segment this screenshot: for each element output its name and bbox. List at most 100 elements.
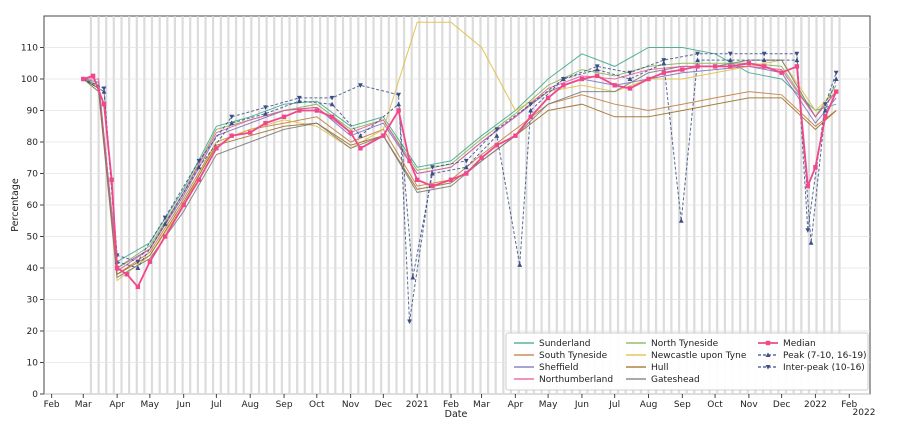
series-line xyxy=(83,59,837,278)
peak-point xyxy=(794,57,800,63)
x-tick-label: Mar xyxy=(473,400,490,410)
inter-peak-point xyxy=(196,158,202,164)
x-tick-label: Feb xyxy=(443,400,459,410)
inter-peak-point xyxy=(396,92,402,98)
median-point xyxy=(728,64,733,69)
median-point xyxy=(746,61,752,66)
median-point xyxy=(813,165,818,170)
peak-point xyxy=(296,98,302,104)
median-point xyxy=(196,177,202,182)
x-tick-label: Feb xyxy=(44,400,60,410)
median-point xyxy=(248,130,253,135)
median-point xyxy=(761,64,767,69)
y-tick-label: 20 xyxy=(27,327,39,337)
y-axis-label: Percentage xyxy=(10,178,21,232)
median-point xyxy=(646,76,651,82)
peak-point xyxy=(695,57,700,63)
x-axis-label: Date xyxy=(445,409,468,420)
legend-label: Median xyxy=(783,339,816,349)
legend-label: Newcastle upon Tyne xyxy=(651,351,747,361)
median-point xyxy=(612,83,617,88)
x-tick-label: Sep xyxy=(276,400,293,410)
legend-label: North Tyneside xyxy=(651,339,719,349)
peak-point xyxy=(135,265,141,270)
median-point xyxy=(396,108,401,113)
inter-peak-point xyxy=(761,51,767,57)
median-point xyxy=(114,265,120,271)
legend-label: Northumberland xyxy=(539,375,613,385)
x-tick-label: Jul xyxy=(210,400,222,410)
peak-point xyxy=(727,57,733,63)
x-tick-label: Oct xyxy=(707,400,723,410)
inter-peak-point xyxy=(627,70,633,76)
inter-peak-point xyxy=(263,105,268,110)
inter-peak-point xyxy=(296,95,302,101)
median-point xyxy=(661,70,666,75)
inter-peak-point xyxy=(794,51,800,57)
median-point xyxy=(109,177,114,182)
median-point xyxy=(794,64,800,69)
peak-point xyxy=(196,164,202,170)
peak-point xyxy=(678,218,684,223)
y-tick-label: 50 xyxy=(27,233,39,243)
x-tick-label: Nov xyxy=(342,400,360,410)
peak-point xyxy=(229,120,235,126)
inter-peak-point xyxy=(727,51,733,57)
median-point xyxy=(528,114,533,119)
peak-point xyxy=(430,170,435,176)
median-point xyxy=(381,133,386,138)
median-point xyxy=(229,133,234,138)
grid-lines xyxy=(44,47,870,395)
peak-point xyxy=(661,60,667,66)
median-point xyxy=(561,83,566,88)
legend-marker xyxy=(765,340,771,346)
median-point xyxy=(214,146,219,151)
peak-point xyxy=(594,66,600,72)
series-line xyxy=(83,53,837,322)
x-offset-label: 2022 xyxy=(853,408,876,418)
x-tick-label: Dec xyxy=(375,400,392,410)
inter-peak-point xyxy=(528,102,534,107)
median-point xyxy=(513,133,518,138)
median-point xyxy=(101,102,107,107)
inter-peak-point xyxy=(135,259,141,265)
inter-peak-point xyxy=(833,70,839,76)
x-tick-label: May xyxy=(141,400,160,410)
median-point xyxy=(407,158,412,164)
peak-point xyxy=(162,221,168,226)
median-point xyxy=(464,171,469,176)
inter-peak-point xyxy=(594,64,600,69)
median-point xyxy=(833,89,839,94)
inter-peak-point xyxy=(358,83,363,88)
x-tick-label: Apr xyxy=(109,400,125,410)
y-tick-label: 10 xyxy=(27,359,39,369)
median-point xyxy=(579,76,585,82)
x-tick-label: Dec xyxy=(773,400,790,410)
median-point xyxy=(81,76,86,82)
median-point xyxy=(414,177,420,182)
median-point xyxy=(181,202,186,208)
inter-peak-point xyxy=(162,215,168,221)
y-tick-label: 40 xyxy=(27,264,39,274)
legend-marker xyxy=(765,365,771,370)
median-point xyxy=(348,130,353,135)
legend-label: Gateshead xyxy=(651,375,700,385)
y-tick-label: 100 xyxy=(21,75,38,85)
y-tick-label: 30 xyxy=(27,296,39,306)
inter-peak-point xyxy=(430,165,435,170)
median-point xyxy=(90,73,96,79)
x-tick-label: 2022 xyxy=(804,400,827,410)
peak-point xyxy=(358,133,363,138)
median-point xyxy=(494,142,500,148)
inter-peak-point xyxy=(560,77,566,82)
series-line xyxy=(83,62,838,289)
series-line xyxy=(83,78,837,276)
x-tick-label: Jun xyxy=(176,400,191,410)
median-point xyxy=(162,234,168,239)
median-point xyxy=(823,114,828,119)
inter-peak-point xyxy=(463,158,469,164)
legend-label: Peak (7-10, 16-19) xyxy=(783,351,867,361)
median-point xyxy=(430,183,435,189)
legend-marker xyxy=(765,352,771,357)
median-point xyxy=(680,67,685,72)
